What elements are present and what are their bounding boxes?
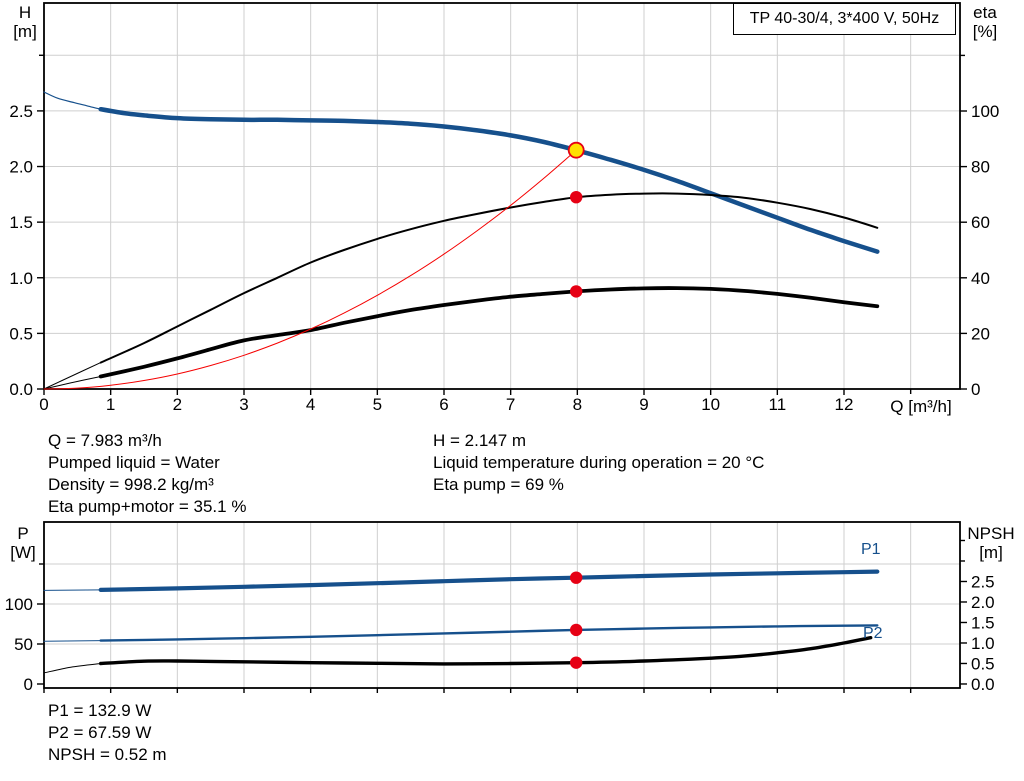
y-right-tick-label: 2.5 [971,572,995,591]
x-tick-label: 4 [306,395,315,414]
y-left-tick-label: 50 [14,635,33,654]
annotation-npsh: NPSH = 0.52 m [48,745,167,764]
y-right-tick-label: 40 [971,269,990,288]
x-tick-label: 5 [373,395,382,414]
duty-annotations-left: Q = 7.983 m³/h Pumped liquid = Water Den… [48,430,246,518]
duty-point [567,141,585,159]
p2-curve [99,624,879,642]
npsh-axis-label: NPSH [m] [967,524,1015,562]
annotation-q: Q = 7.983 m³/h [48,431,162,450]
annotation-pumped-liquid: Pumped liquid = Water [48,453,220,472]
chart-title-box: TP 40-30/4, 3*400 V, 50Hz [733,3,956,35]
npsh-extension [43,663,102,674]
y-right-tick-label: 0 [971,380,980,399]
x-tick-label: 3 [239,395,248,414]
chart-title: TP 40-30/4, 3*400 V, 50Hz [749,10,940,27]
y-left-tick-label: 0.5 [9,324,33,343]
eta-axis-label: eta [%] [972,3,998,41]
eta-pump-motor-curve [98,286,880,379]
p1-extension [43,589,102,591]
p1-curve [98,569,880,592]
eta-pump-motor-point [570,285,583,298]
eta-pump-point [570,190,583,204]
annotation-eta-pump: Eta pump = 69 % [433,475,564,494]
q-axis-label: Q [m³/h] [890,397,952,416]
y-right-tick-label: 100 [971,102,999,121]
annotation-h: H = 2.147 m [433,431,527,450]
y-right-tick-label: 1.5 [971,613,995,632]
x-tick-label: 8 [573,395,582,414]
x-tick-label: 2 [173,395,182,414]
npsh-curve [99,636,873,666]
x-tick-label: 0 [39,395,48,414]
duty-annotations-right: H = 2.147 m Liquid temperature during op… [433,430,764,496]
y-left-tick-label: 2.0 [9,158,33,177]
annotation-eta-pump-motor: Eta pump+motor = 35.1 % [48,497,247,516]
power-annotations: P1 = 132.9 W P2 = 67.59 W NPSH = 0.52 m [48,700,167,766]
x-tick-label: 9 [639,395,648,414]
plot-frame [43,521,961,689]
annotation-density: Density = 998.2 kg/m³ [48,475,214,494]
npsh-point [570,656,583,669]
h-axis-label: H [m] [13,3,37,41]
p1-curve-label: P1 [861,541,881,558]
plot-frame [43,2,961,390]
eta-pump-curve [99,192,879,364]
x-tick-label: 12 [835,395,854,414]
y-left-tick-label: 1.5 [9,213,33,232]
x-tick-label: 10 [701,395,720,414]
x-tick-label: 1 [106,395,115,414]
y-right-tick-label: 0.0 [971,675,995,694]
pump-curve-extension [43,91,102,110]
y-left-tick-label: 100 [5,595,33,614]
y-right-tick-label: 20 [971,324,990,343]
pump-curve [98,106,880,254]
y-right-tick-label: 60 [971,213,990,232]
y-left-tick-label: 0.0 [9,380,33,399]
annotation-liquid-temperature: Liquid temperature during operation = 20… [433,453,765,472]
p2-curve-label: P2 [863,625,883,642]
annotation-p1: P1 = 132.9 W [48,701,152,720]
y-right-tick-label: 0.5 [971,654,995,673]
x-tick-label: 6 [439,395,448,414]
p1-point [570,571,583,584]
x-tick-label: 11 [769,395,787,414]
y-right-tick-label: 80 [971,158,990,177]
annotation-p2: P2 = 67.59 W [48,723,152,742]
y-left-tick-label: 1.0 [9,269,33,288]
p-axis-label: P [W] [10,524,36,562]
y-right-tick-label: 2.0 [971,593,995,612]
p2-extension [43,640,102,642]
eta-pump-motor-extension [43,376,102,390]
x-tick-label: 7 [506,395,515,414]
eta-pump-extension [43,362,102,390]
y-left-tick-label: 0 [24,675,33,694]
y-left-tick-label: 2.5 [9,102,33,121]
p2-point [570,623,583,637]
system-curve [43,149,577,390]
y-right-tick-label: 1.0 [971,634,995,653]
